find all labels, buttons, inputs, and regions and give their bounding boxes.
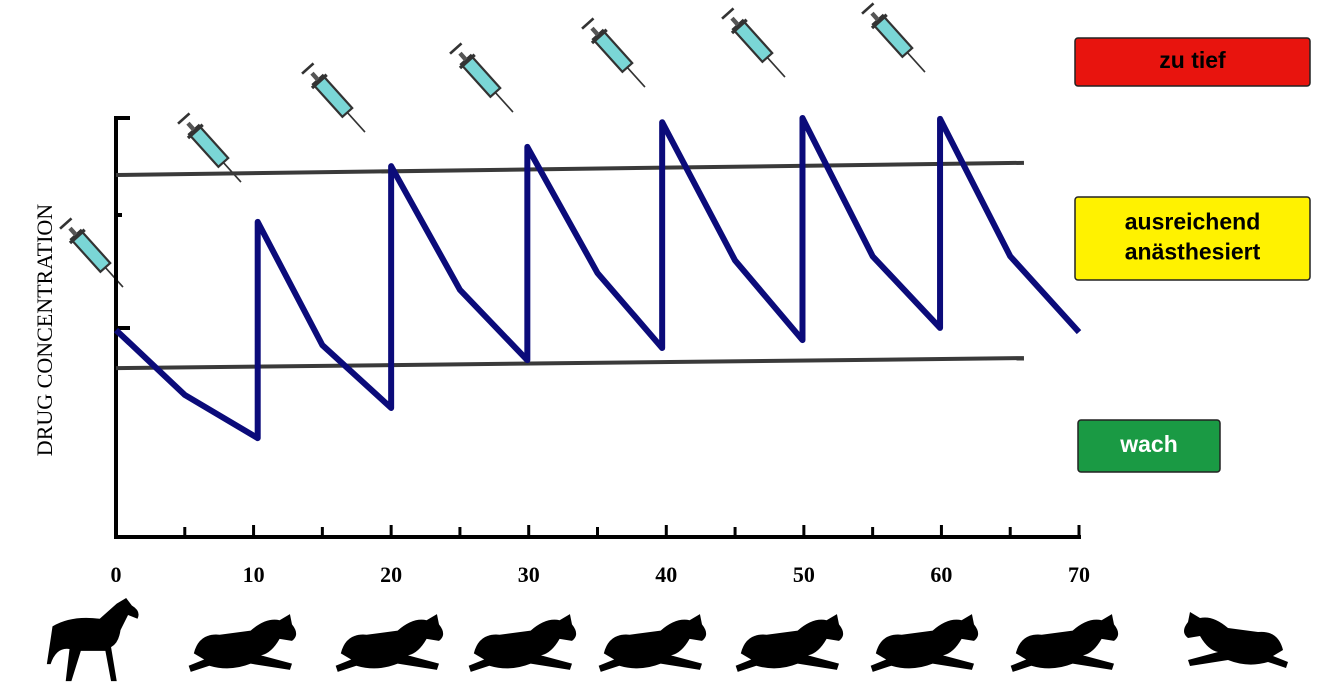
x-tick-label: 20	[380, 562, 402, 587]
x-tick-label: 50	[793, 562, 815, 587]
y-axis	[114, 118, 130, 537]
y-axis-label: DRUG CONCENTRATION	[32, 204, 57, 457]
x-tick-label: 10	[243, 562, 265, 587]
x-tick-label: 40	[655, 562, 677, 587]
x-tick-label: 70	[1068, 562, 1090, 587]
zone-label: anästhesiert	[1125, 239, 1261, 265]
chart: DRUG CONCENTRATION 0 10 20 30 40 50 60 70 zu tie…	[0, 0, 1322, 683]
zone-label: zu tief	[1159, 47, 1226, 73]
x-tick-label: 60	[930, 562, 952, 587]
zone-label: wach	[1119, 431, 1178, 457]
line	[116, 358, 1024, 368]
line	[116, 163, 1024, 175]
x-tick-label: 30	[518, 562, 540, 587]
x-tick-label: 0	[111, 562, 122, 587]
zone-label: ausreichend	[1125, 209, 1261, 235]
horses	[47, 598, 1288, 681]
